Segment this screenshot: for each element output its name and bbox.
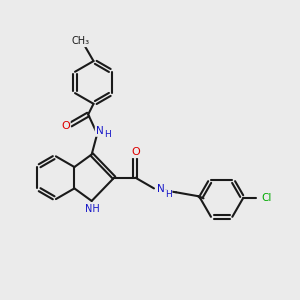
Text: O: O <box>132 147 140 157</box>
Text: NH: NH <box>85 204 100 214</box>
Text: N: N <box>96 126 104 136</box>
Text: H: H <box>165 190 172 199</box>
Text: O: O <box>61 121 70 131</box>
Text: N: N <box>157 184 165 194</box>
Text: H: H <box>104 130 111 139</box>
Text: CH₃: CH₃ <box>72 36 90 46</box>
Text: Cl: Cl <box>262 193 272 203</box>
